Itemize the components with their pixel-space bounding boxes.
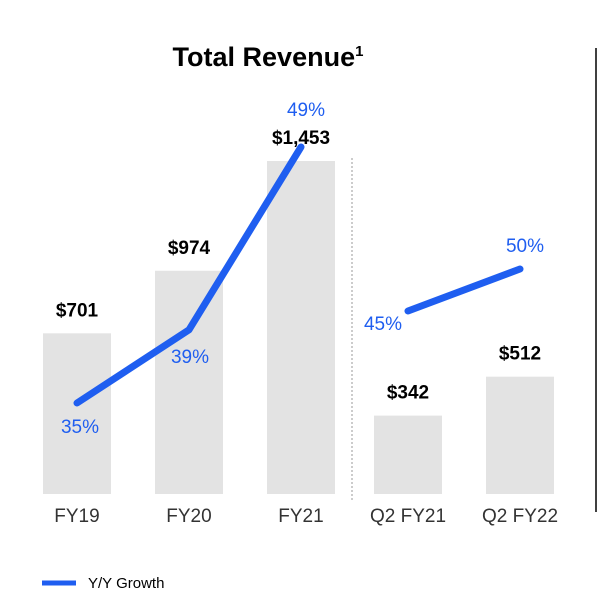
chart-title: Total Revenue1: [173, 42, 364, 72]
category-label-fy19: FY19: [54, 506, 99, 527]
growth-line-segment-2: [404, 265, 524, 315]
category-label-fy21: FY21: [278, 506, 323, 527]
bar-value-label-fy19: $701: [56, 300, 99, 321]
bar-fy21: [267, 161, 335, 494]
bar-value-label-q2-fy21: $342: [387, 383, 429, 404]
chart-title-text: Total Revenue: [173, 42, 356, 72]
label-layer: $701 FY19 $974 FY20 $1,453 FY21 $342 Q2 FY21 $51…: [54, 100, 558, 527]
category-label-fy20: FY20: [166, 506, 211, 527]
legend: Y/Y Growth: [42, 575, 164, 592]
growth-label-q2-fy22: 50%: [506, 236, 544, 257]
growth-line-layer: [73, 143, 524, 407]
growth-label-fy19: 35%: [61, 417, 99, 438]
chart-title-superscript: 1: [355, 43, 363, 60]
category-label-q2-fy21: Q2 FY21: [370, 506, 446, 527]
growth-line-segment-1: [73, 143, 305, 407]
legend-label: Y/Y Growth: [88, 575, 164, 592]
bar-q2-fy21: [374, 415, 442, 494]
bar-fy19: [43, 333, 111, 494]
category-label-q2-fy22: Q2 FY22: [482, 506, 558, 527]
bar-q2-fy22: [486, 376, 554, 494]
bar-value-label-q2-fy22: $512: [499, 344, 541, 365]
bar-layer: [43, 161, 554, 494]
bar-value-label-fy21: $1,453: [272, 128, 330, 149]
growth-label-fy21: 49%: [287, 100, 325, 121]
bar-value-label-fy20: $974: [168, 238, 211, 259]
growth-label-q2-fy21: 45%: [364, 314, 402, 335]
growth-label-fy20: 39%: [171, 347, 209, 368]
bar-fy20: [155, 270, 223, 494]
